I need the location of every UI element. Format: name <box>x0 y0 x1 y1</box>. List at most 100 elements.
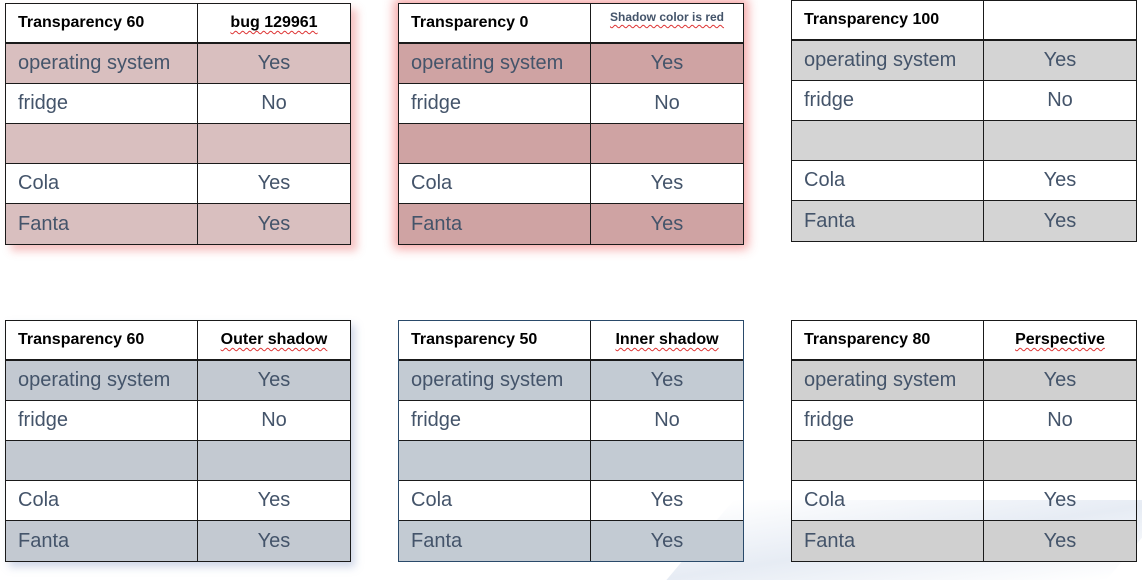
table-transparency-0-red-shadow: Transparency 0 Shadow color is red opera… <box>398 3 744 245</box>
row-value <box>984 441 1136 480</box>
row-label: Cola <box>792 481 984 520</box>
row-value: Yes <box>650 529 684 552</box>
table-row: Fanta Yes <box>792 201 1136 241</box>
table-subtitle: bug 129961 <box>230 14 318 31</box>
table-row <box>792 121 1136 161</box>
table-row: operating system Yes <box>6 44 350 84</box>
row-value: Yes <box>650 212 684 235</box>
row-label: Fanta <box>6 521 198 561</box>
row-value <box>984 121 1136 160</box>
table-header-row: Transparency 80 Perspective <box>792 321 1136 361</box>
row-label: fridge <box>399 84 591 123</box>
row-value: Yes <box>1043 49 1077 71</box>
table-row: Cola Yes <box>6 164 350 204</box>
table-row: fridge No <box>399 84 743 124</box>
table-subtitle: Perspective <box>1015 331 1105 348</box>
table-title: Transparency 0 <box>399 4 591 42</box>
row-value <box>198 124 350 163</box>
table-row <box>399 441 743 481</box>
row-label: operating system <box>792 41 984 80</box>
table-row: Fanta Yes <box>6 204 350 244</box>
table-header-row: Transparency 100 <box>792 1 1136 41</box>
row-value: Yes <box>650 369 684 391</box>
row-value: No <box>261 92 287 114</box>
table-row: operating system Yes <box>792 41 1136 81</box>
row-value <box>591 441 743 480</box>
row-value: No <box>261 409 287 431</box>
row-label <box>792 121 984 160</box>
row-label: operating system <box>399 44 591 83</box>
row-value: Yes <box>1043 529 1077 552</box>
row-value: No <box>654 92 680 114</box>
row-value: Yes <box>257 529 291 552</box>
table-header-row: Transparency 60 Outer shadow <box>6 321 350 361</box>
row-value: No <box>1047 409 1073 431</box>
table-row <box>6 124 350 164</box>
table-row: operating system Yes <box>6 361 350 401</box>
table-row: Cola Yes <box>399 164 743 204</box>
row-label: Fanta <box>399 521 591 561</box>
row-label: operating system <box>6 361 198 400</box>
row-label: operating system <box>399 361 591 400</box>
table-row: Cola Yes <box>399 481 743 521</box>
row-label: fridge <box>6 401 198 440</box>
row-label: Fanta <box>792 521 984 561</box>
table-transparency-60-bug: Transparency 60 bug 129961 operating sys… <box>5 3 351 245</box>
table-subtitle <box>984 1 1136 39</box>
table-row <box>399 124 743 164</box>
row-label: Cola <box>399 164 591 203</box>
table-title: Transparency 60 <box>6 4 198 42</box>
table-row: operating system Yes <box>792 361 1136 401</box>
row-value: Yes <box>1043 209 1077 232</box>
table-row: Fanta Yes <box>792 521 1136 561</box>
table-transparency-60-outer-shadow: Transparency 60 Outer shadow operating s… <box>5 320 351 562</box>
table-transparency-80-perspective: Transparency 80 Perspective operating sy… <box>791 320 1137 562</box>
table-row: fridge No <box>792 81 1136 121</box>
table-title: Transparency 50 <box>399 321 591 359</box>
row-value: Yes <box>650 172 684 194</box>
table-row: Cola Yes <box>792 481 1136 521</box>
table-title: Transparency 80 <box>792 321 984 359</box>
table-row: operating system Yes <box>399 361 743 401</box>
row-value: Yes <box>257 369 291 391</box>
table-row: Fanta Yes <box>399 521 743 561</box>
row-value: Yes <box>257 172 291 194</box>
row-value: No <box>654 409 680 431</box>
table-row: fridge No <box>399 401 743 441</box>
table-row: Cola Yes <box>6 481 350 521</box>
row-value <box>591 124 743 163</box>
table-row: fridge No <box>6 84 350 124</box>
row-label <box>399 124 591 163</box>
table-subtitle: Inner shadow <box>615 331 719 348</box>
row-label <box>6 124 198 163</box>
row-label: Cola <box>6 481 198 520</box>
table-title: Transparency 60 <box>6 321 198 359</box>
row-value: Yes <box>257 489 291 511</box>
row-label: Cola <box>792 161 984 200</box>
row-label <box>6 441 198 480</box>
row-label: Fanta <box>399 204 591 244</box>
row-label <box>399 441 591 480</box>
row-value: Yes <box>1043 489 1077 511</box>
row-label: fridge <box>6 84 198 123</box>
row-label: operating system <box>792 361 984 400</box>
table-subtitle: Outer shadow <box>220 331 328 348</box>
table-row <box>6 441 350 481</box>
row-label: Cola <box>6 164 198 203</box>
row-value: Yes <box>257 212 291 235</box>
table-subtitle: Shadow color is red <box>609 10 725 24</box>
table-row: Fanta Yes <box>6 521 350 561</box>
table-header-row: Transparency 50 Inner shadow <box>399 321 743 361</box>
row-label: fridge <box>792 401 984 440</box>
table-row: operating system Yes <box>399 44 743 84</box>
table-row: Cola Yes <box>792 161 1136 201</box>
table-row: Fanta Yes <box>399 204 743 244</box>
row-value: Yes <box>650 52 684 74</box>
row-label: Cola <box>399 481 591 520</box>
row-label <box>792 441 984 480</box>
table-header-row: Transparency 0 Shadow color is red <box>399 4 743 44</box>
table-row: fridge No <box>792 401 1136 441</box>
row-value: Yes <box>257 52 291 74</box>
row-label: Fanta <box>792 201 984 241</box>
table-title: Transparency 100 <box>792 1 984 39</box>
